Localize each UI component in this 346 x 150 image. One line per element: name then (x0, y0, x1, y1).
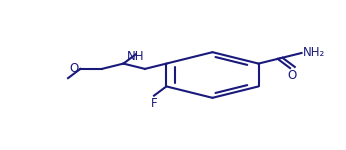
Text: O: O (288, 69, 297, 82)
Text: O: O (70, 62, 79, 75)
Text: NH: NH (127, 50, 145, 63)
Text: F: F (151, 97, 157, 110)
Text: NH₂: NH₂ (302, 46, 325, 60)
